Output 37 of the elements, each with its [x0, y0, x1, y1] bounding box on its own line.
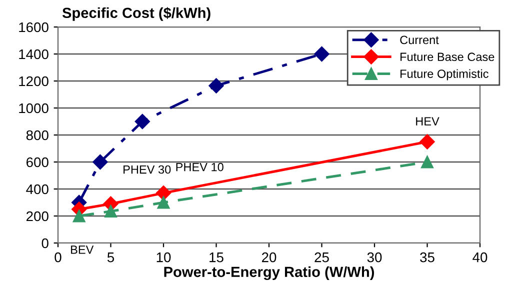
x-tick-label: 15: [210, 252, 224, 262]
x-axis-title: Power-to-Energy Ratio (W/Wh): [164, 266, 374, 280]
y-tick-label: 400: [26, 184, 48, 194]
y-tick-label: 800: [26, 130, 48, 140]
annotation: BEV: [71, 246, 94, 254]
y-tick-label: 1000: [19, 103, 48, 114]
y-tick-label: 1200: [19, 76, 48, 86]
y-tick-label: 0: [42, 238, 48, 248]
y-tick-label: 600: [26, 157, 48, 168]
x-tick-label: 0: [54, 252, 62, 262]
point: [314, 46, 330, 62]
y-tick-label: 200: [26, 211, 48, 222]
point: [72, 210, 86, 222]
y-tick-label: 1400: [19, 49, 48, 60]
point: [157, 196, 170, 209]
x-tick-label: 40: [472, 252, 488, 262]
x-tick-label: 10: [156, 252, 171, 262]
x-tick-label: 25: [314, 252, 329, 262]
legend-label: Future Optimistic: [400, 69, 488, 80]
point: [208, 78, 224, 94]
y-tick-label: 1600: [19, 22, 48, 32]
annotation: PHEV 30: [124, 165, 171, 174]
point: [420, 134, 435, 150]
legend-label: Current: [400, 36, 439, 44]
point: [92, 154, 108, 170]
annotation: HEV: [416, 117, 440, 126]
point: [156, 185, 172, 201]
legend-label: Future Base Case: [400, 52, 494, 62]
x-tick-label: 35: [420, 252, 434, 262]
point: [134, 114, 150, 130]
x-tick-label: 20: [262, 252, 276, 262]
point: [104, 205, 117, 218]
x-tick-label: 30: [367, 252, 382, 262]
x-tick-label: 5: [107, 252, 114, 262]
chart-title: Specific Cost ($/kWh): [62, 7, 210, 21]
point: [421, 156, 434, 168]
annotation: PHEV 10: [176, 162, 224, 172]
